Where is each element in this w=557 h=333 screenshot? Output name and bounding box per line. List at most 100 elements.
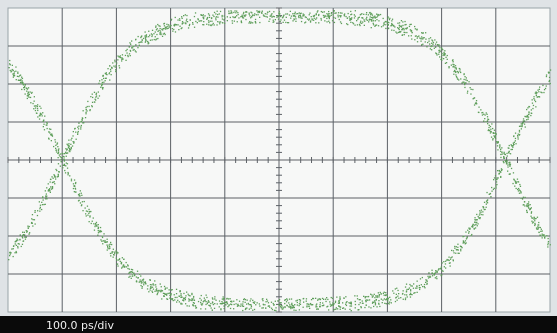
trace-dot [50, 134, 52, 136]
trace-dot [150, 286, 152, 288]
trace-dot [427, 41, 429, 44]
trace-dot [38, 201, 40, 203]
trace-dot [221, 14, 223, 17]
trace-dot [444, 62, 447, 64]
trace-dot [298, 309, 300, 311]
trace-dot [339, 296, 341, 298]
trace-dot [125, 261, 127, 264]
trace-dot [475, 222, 478, 224]
trace-dot [376, 16, 378, 18]
trace-dot [365, 304, 367, 306]
trace-dot [452, 260, 454, 262]
trace-dot [450, 64, 452, 66]
trace-dot [418, 284, 420, 287]
trace-dot [295, 300, 297, 302]
trace-dot [164, 27, 166, 29]
trace-dot [387, 300, 389, 302]
trace-dot [11, 248, 13, 250]
trace-dot [265, 301, 267, 303]
trace-dot [133, 48, 135, 51]
trace-dot [188, 305, 190, 307]
trace-dot [451, 249, 453, 252]
trace-dot [515, 182, 518, 184]
trace-dot [212, 302, 214, 304]
trace-dot [339, 308, 341, 310]
trace-dot [484, 118, 486, 120]
trace-dot [471, 225, 473, 228]
trace-dot [465, 79, 467, 81]
trace-dot [312, 297, 315, 300]
trace-dot [237, 13, 239, 16]
trace-dot [431, 45, 433, 47]
trace-dot [492, 132, 494, 134]
trace-dot [223, 19, 225, 21]
trace-dot [463, 73, 465, 75]
trace-dot [213, 307, 216, 309]
trace-dot [210, 302, 212, 305]
trace-dot [72, 187, 75, 190]
trace-dot [128, 272, 130, 274]
trace-dot [446, 259, 448, 261]
trace-dot [448, 256, 450, 258]
trace-dot [518, 125, 521, 127]
trace-dot [81, 201, 84, 203]
trace-dot [338, 302, 340, 304]
trace-dot [488, 129, 490, 131]
trace-dot [57, 174, 59, 176]
trace-dot [62, 167, 64, 169]
trace-dot [455, 74, 457, 76]
trace-dot [189, 23, 191, 26]
trace-dot [226, 297, 228, 300]
trace-dot [121, 266, 124, 268]
trace-dot [420, 38, 422, 40]
trace-dot [166, 298, 168, 300]
trace-dot [375, 295, 377, 297]
trace-dot [236, 305, 239, 307]
trace-dot [19, 81, 22, 84]
trace-dot [90, 222, 92, 225]
trace-dot [59, 165, 61, 167]
trace-dot [211, 301, 214, 303]
trace-dot [321, 297, 324, 300]
trace-dot [64, 164, 66, 167]
trace-dot [387, 24, 389, 26]
trace-dot [39, 204, 42, 206]
trace-dot [274, 19, 276, 21]
trace-dot [248, 303, 250, 306]
trace-dot [444, 50, 446, 52]
trace-dot [293, 305, 295, 307]
trace-dot [39, 112, 42, 114]
trace-dot [549, 82, 551, 85]
trace-dot [519, 125, 522, 127]
trace-dot [139, 41, 141, 43]
trace-dot [463, 235, 465, 237]
trace-dot [522, 204, 524, 206]
trace-dot [340, 22, 343, 25]
trace-dot [535, 227, 538, 229]
trace-dot [545, 85, 547, 87]
trace-dot [31, 222, 33, 224]
trace-dot [416, 291, 418, 293]
trace-dot [541, 233, 543, 235]
trace-dot [383, 298, 386, 300]
trace-dot [483, 120, 485, 122]
trace-dot [305, 300, 307, 302]
trace-dot [158, 29, 160, 32]
trace-dot [40, 113, 43, 115]
trace-dot [184, 297, 187, 299]
trace-dot [67, 171, 69, 174]
trace-dot [104, 239, 106, 242]
trace-dot [456, 70, 459, 73]
trace-dot [200, 303, 202, 305]
trace-dot [133, 45, 135, 47]
trace-dot [9, 59, 11, 62]
trace-dot [280, 19, 282, 21]
trace-dot [187, 27, 190, 29]
trace-dot [84, 117, 87, 119]
trace-dot [17, 79, 20, 81]
trace-dot [513, 179, 515, 181]
trace-dot [535, 217, 537, 220]
trace-dot [137, 277, 139, 279]
trace-dot [46, 198, 48, 200]
trace-dot [335, 307, 337, 309]
